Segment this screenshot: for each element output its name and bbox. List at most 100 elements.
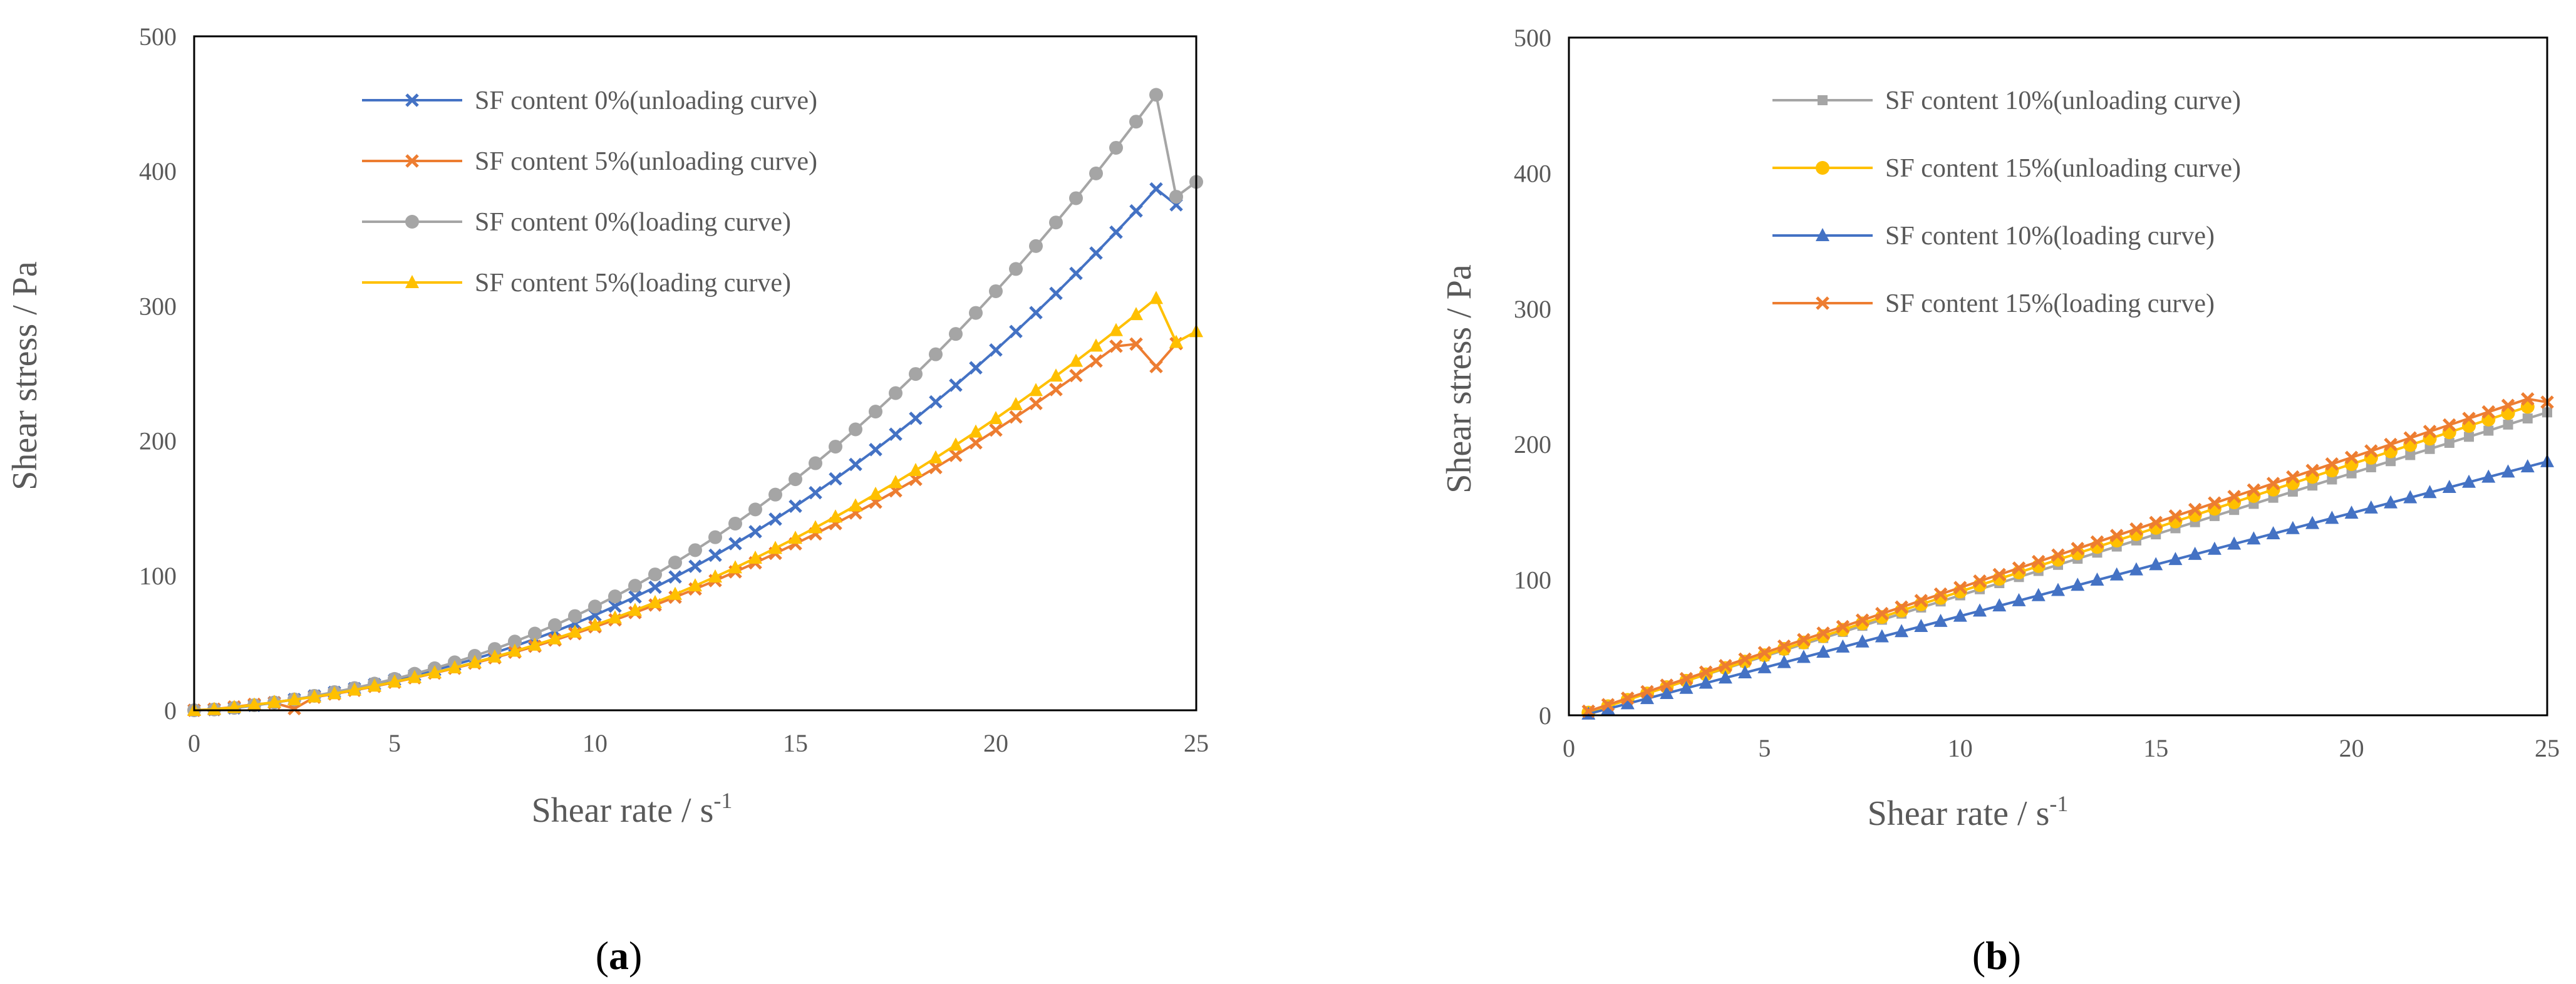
- data-point-a-1-46: [1109, 339, 1123, 353]
- data-point-a-0-41: [1009, 324, 1023, 339]
- x-axis-title-b-text: Shear rate / s: [1868, 794, 2050, 833]
- legend-item-a-2: SF content 0%(loading curve): [362, 208, 791, 237]
- data-point-a-0-47: [1129, 204, 1143, 218]
- data-point-a-2-44: [1069, 191, 1083, 205]
- legend-marker-b-0: [1818, 95, 1828, 105]
- data-point-b-2-40: [2364, 500, 2378, 514]
- data-point-b-3-33: [2227, 489, 2241, 504]
- legend-item-b-3: SF content 15%(loading curve): [1772, 289, 2215, 318]
- data-point-b-2-16: [1895, 624, 1909, 638]
- series-line-a-2: [194, 91, 1197, 712]
- data-point-a-3-21: [608, 610, 622, 624]
- data-point-a-3-41: [1009, 396, 1023, 410]
- data-point-a-0-45: [1089, 246, 1103, 260]
- data-point-a-0-37: [929, 395, 943, 409]
- x-tick-label-b-2: 10: [1948, 734, 1973, 762]
- data-point-a-2-26: [708, 530, 722, 544]
- x-tick-label-a-1: 5: [388, 729, 401, 757]
- data-point-b-2-27: [2109, 567, 2124, 581]
- data-point-a-3-28: [748, 551, 762, 564]
- legend-b: SF content 10%(unloading curve) SF conten…: [1772, 86, 2241, 318]
- x-axis-title-a: Shear rate / s-1: [532, 788, 733, 830]
- data-point-a-3-5: [287, 691, 301, 705]
- data-point-a-3-23: [648, 594, 662, 608]
- data-point-b-0-41: [2386, 456, 2396, 467]
- y-tick-label-a-0: 0: [164, 697, 177, 725]
- data-point-a-0-39: [969, 361, 983, 375]
- x-tick-label-a-3: 15: [783, 729, 808, 757]
- data-point-b-3-12: [1816, 626, 1830, 640]
- data-point-b-3-4: [1660, 678, 1673, 692]
- data-point-a-3-18: [548, 631, 562, 645]
- data-point-b-2-32: [2207, 541, 2222, 555]
- data-point-b-3-36: [2286, 470, 2300, 484]
- data-point-b-2-38: [2325, 510, 2339, 524]
- data-point-b-2-41: [2384, 495, 2398, 509]
- x-axis-title-b-superscript: -1: [2049, 791, 2068, 816]
- data-point-b-0-42: [2405, 450, 2416, 460]
- data-point-a-2-17: [528, 626, 542, 641]
- data-point-b-2-31: [2188, 546, 2202, 560]
- data-point-a-3-12: [428, 665, 442, 678]
- data-point-b-3-45: [2462, 412, 2476, 425]
- x-axis-title-a-text: Shear rate / s: [532, 791, 714, 830]
- data-point-a-3-43: [1049, 368, 1063, 382]
- legend-marker-b-3: [1816, 296, 1829, 310]
- data-point-a-2-36: [909, 367, 923, 381]
- chart-panel-a: Shear stress / Pa Shear rate / s-1 01002…: [6, 23, 1209, 978]
- x-tick-label-a-5: 25: [1184, 729, 1209, 757]
- caption-b-close: ): [2008, 933, 2021, 978]
- data-point-b-3-41: [2384, 437, 2398, 452]
- data-point-b-3-14: [1855, 613, 1870, 627]
- data-point-a-3-7: [328, 686, 341, 700]
- data-point-b-3-34: [2247, 483, 2261, 497]
- data-point-a-0-42: [1029, 306, 1043, 319]
- data-point-a-2-20: [588, 599, 602, 614]
- y-tick-labels-a: 0 100 200 300 400 500: [139, 23, 177, 725]
- data-point-a-1-44: [1069, 368, 1083, 383]
- data-point-a-2-23: [648, 567, 662, 582]
- data-point-a-3-24: [668, 586, 682, 600]
- data-point-a-2-18: [548, 618, 562, 632]
- series-b-1: [1581, 400, 2535, 720]
- data-point-a-0-44: [1069, 266, 1083, 281]
- series-line-a-1: [194, 343, 1177, 712]
- data-point-a-2-37: [929, 347, 943, 361]
- data-point-a-3-25: [688, 578, 702, 592]
- data-point-a-0-38: [949, 378, 963, 392]
- data-point-a-0-43: [1049, 286, 1063, 301]
- data-point-b-3-2: [1620, 691, 1635, 705]
- data-point-b-2-17: [1914, 619, 1928, 633]
- data-point-b-2-26: [2090, 572, 2104, 586]
- data-point-b-2-13: [1836, 639, 1850, 653]
- data-point-b-3-38: [2325, 457, 2339, 471]
- data-point-a-3-42: [1029, 383, 1043, 396]
- data-point-b-2-12: [1816, 645, 1831, 658]
- data-point-b-2-36: [2285, 520, 2300, 534]
- data-point-b-3-37: [2305, 464, 2319, 477]
- data-point-a-3-19: [568, 624, 582, 638]
- data-point-a-2-42: [1029, 239, 1043, 253]
- data-point-b-3-32: [2208, 496, 2222, 510]
- data-point-b-3-20: [1973, 574, 1987, 588]
- data-point-a-3-37: [929, 450, 943, 464]
- data-point-b-2-1: [1601, 701, 1615, 715]
- data-point-a-0-23: [648, 580, 662, 594]
- data-point-b-3-27: [2109, 529, 2124, 542]
- data-point-a-3-27: [728, 560, 742, 574]
- data-point-b-3-11: [1797, 633, 1811, 647]
- data-point-a-3-4: [267, 695, 281, 708]
- data-point-a-0-22: [628, 590, 642, 604]
- data-point-a-3-47: [1129, 307, 1143, 321]
- data-point-a-3-9: [368, 678, 381, 692]
- y-tick-label-b-5: 500: [1514, 24, 1551, 52]
- data-point-b-2-34: [2247, 531, 2261, 545]
- series-layer-b: [1581, 392, 2554, 720]
- data-point-a-0-29: [768, 512, 782, 526]
- data-point-b-0-39: [2346, 468, 2357, 479]
- data-point-a-0-36: [909, 412, 923, 425]
- data-point-b-3-26: [2090, 535, 2104, 549]
- data-point-a-2-47: [1129, 115, 1143, 129]
- data-point-a-1-39: [969, 436, 983, 450]
